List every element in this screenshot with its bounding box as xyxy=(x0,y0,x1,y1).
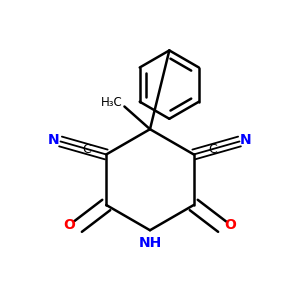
Text: H₃C: H₃C xyxy=(101,96,123,110)
Text: C: C xyxy=(82,142,91,156)
Text: C: C xyxy=(209,142,218,156)
Text: N: N xyxy=(48,133,60,147)
Text: O: O xyxy=(224,218,236,232)
Text: N: N xyxy=(240,133,252,147)
Text: NH: NH xyxy=(138,236,162,250)
Text: O: O xyxy=(64,218,76,232)
